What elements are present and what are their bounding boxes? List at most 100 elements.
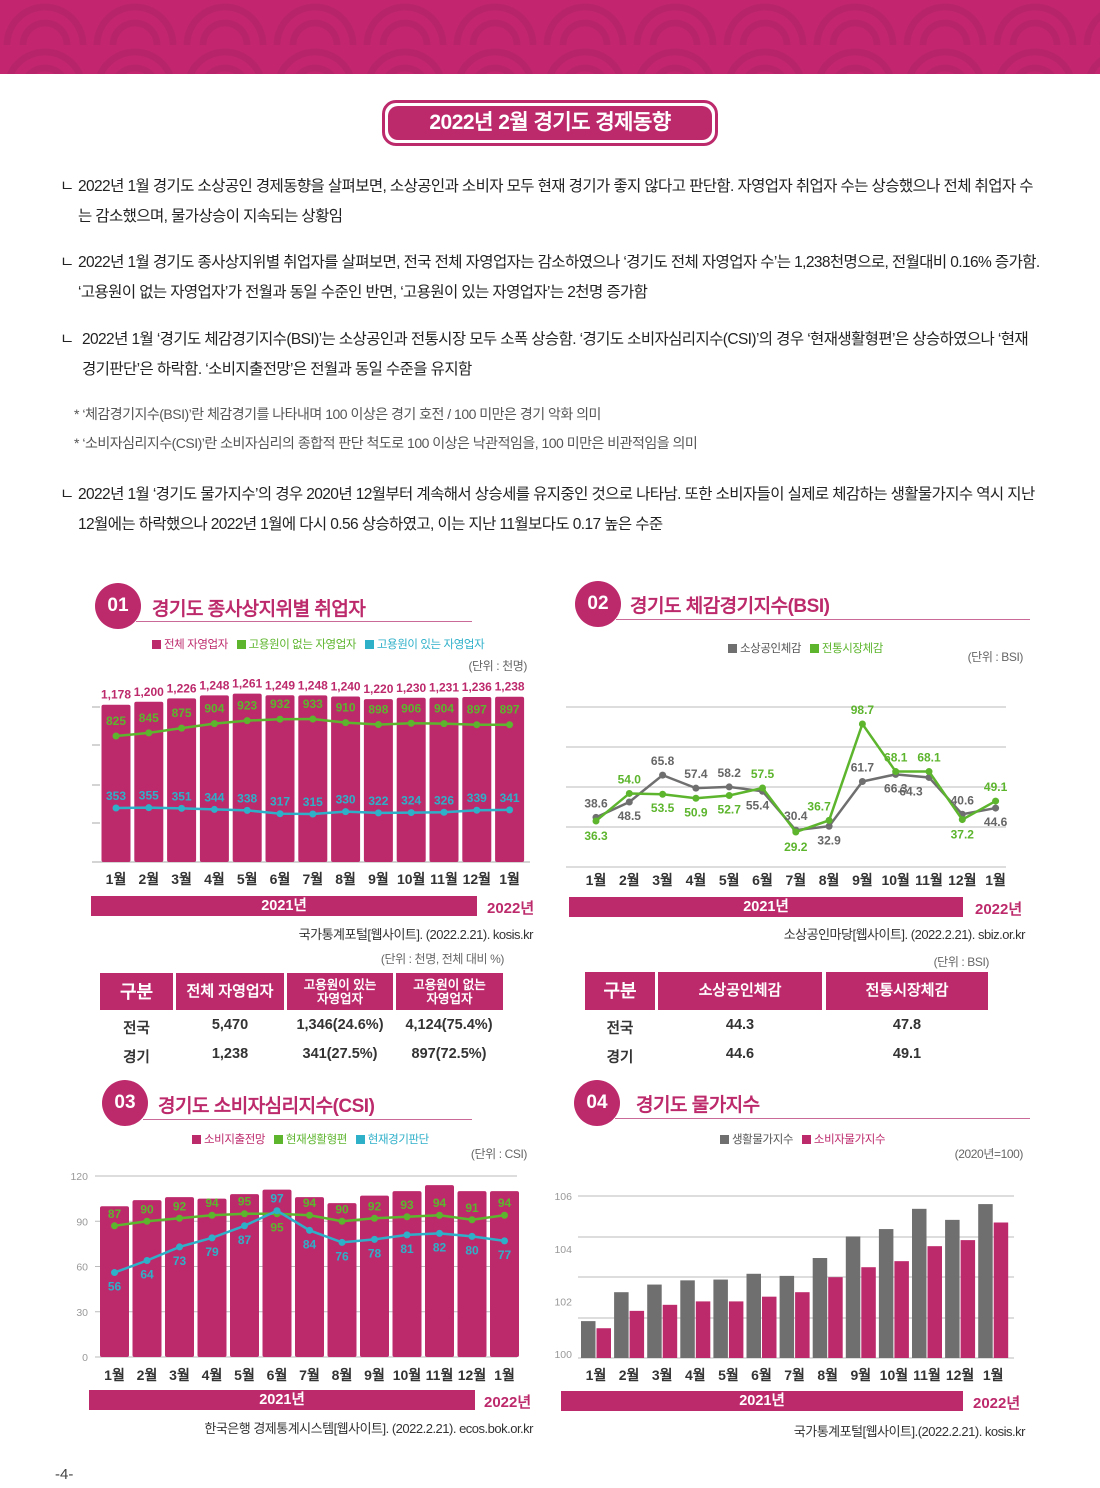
bar-total: [331, 696, 361, 862]
x-tick-label: 12월: [946, 1367, 974, 1383]
bar-consumer-price: [927, 1246, 942, 1358]
no-employee-value-label: 933: [303, 697, 323, 711]
chart-2-bsi: 38.6 48.5 65.8 57.4 58.2 55.4 30.4 32.9 61.7 66.3…: [566, 703, 1008, 888]
table-cell: 4,124(75.4%): [405, 1017, 493, 1033]
small-business-value-label: 48.5: [618, 809, 642, 823]
bar-value-label: 1,248: [298, 678, 328, 692]
legend-swatch: [720, 1135, 729, 1144]
x-tick-label: 1월: [983, 1367, 1004, 1383]
living-condition-point: [208, 1211, 216, 1219]
traditional-market-point: [858, 720, 866, 728]
no-employee-point: [243, 717, 251, 725]
bar-consumer-price: [728, 1301, 744, 1358]
x-tick-label: 4월: [202, 1367, 223, 1383]
no-employee-value-label: 910: [336, 701, 356, 715]
traditional-market-value-label: 98.7: [851, 703, 875, 717]
x-tick-label: 6월: [267, 1367, 288, 1383]
with-employee-value-label: 322: [368, 794, 388, 808]
with-employee-value-label: 317: [270, 795, 290, 809]
small-business-point: [725, 783, 733, 791]
x-tick-label: 10월: [397, 871, 425, 887]
x-tick-label: 12월: [948, 872, 976, 888]
bar-total: [298, 695, 328, 862]
economic-judgment-line: [114, 1209, 505, 1274]
table2-unit: (단위 : BSI): [933, 955, 990, 969]
small-business-line: [595, 773, 996, 832]
paragraph-text: 2022년 1월 경기도 종사상지위별 취업자를 살펴보면, 전국 전체 자영업…: [78, 254, 1040, 301]
table-cell: 전국: [606, 1021, 634, 1037]
living-condition-point: [436, 1211, 443, 1219]
section-divider: [143, 1119, 472, 1120]
section-02-title: 경기도 체감경기지수(BSI): [630, 596, 830, 617]
x-tick-label: 12월: [458, 1367, 486, 1383]
bar-total: [462, 696, 492, 862]
bar-living-price: [614, 1292, 629, 1358]
small-business-value-label: 61.7: [851, 760, 875, 774]
chart-4-price-index: 100 102 104 106 1월 2월 3월 4월 5월 6월 7월 8월 9월 10월 11월 12월 1…: [554, 1191, 1014, 1383]
no-employee-point: [342, 719, 350, 727]
with-employee-value-label: 353: [106, 789, 126, 803]
traditional-market-point: [625, 789, 633, 797]
economic-judgment-point: [111, 1269, 118, 1277]
with-employee-value-label: 351: [172, 789, 192, 803]
living-condition-value-label: 94: [205, 1196, 219, 1210]
paragraph-text: 2022년 1월 ‘경기도 체감경기지수(BSI)’는 소상공인과 전통시장 모…: [82, 331, 1029, 378]
small-business-value-label: 40.6: [951, 793, 975, 807]
bar-consumer-price: [662, 1304, 678, 1358]
table-cell: 1,346(24.6%): [296, 1017, 384, 1033]
paragraph-text: 2022년 1월 ‘경기도 물가지수’의 경우 2020년 12월부터 계속해서…: [78, 486, 1035, 533]
x-tick-label: 8월: [819, 872, 840, 888]
no-employee-point: [145, 729, 153, 737]
with-employee-point: [506, 806, 514, 814]
section-03-title: 경기도 소비자심리지수(CSI): [158, 1096, 375, 1117]
x-tick-label: 3월: [169, 1367, 190, 1383]
with-employee-value-label: 324: [401, 794, 421, 808]
year-bar-2021: 2021년: [561, 1391, 963, 1411]
x-tick-label: 12월: [463, 871, 491, 887]
x-tick-label: 11월: [426, 1367, 454, 1383]
bar-consumer-price: [596, 1328, 611, 1358]
legend-swatch: [192, 1135, 201, 1144]
paragraph-3: ㄴ 2022년 1월 ‘경기도 체감경기지수(BSI)’는 소상공인과 전통시장 …: [60, 325, 1040, 384]
bar-total: [396, 697, 426, 862]
bar-consumer-price: [861, 1267, 876, 1358]
chart4-unit: (2020년=100): [954, 1147, 1024, 1161]
with-employee-value-label: 355: [139, 789, 159, 803]
y-tick-label: 0: [82, 1352, 88, 1364]
y-tick-label: 30: [76, 1307, 88, 1319]
table-header: 고용원이 없는 자영업자: [396, 973, 503, 1010]
traditional-market-point: [659, 790, 667, 798]
small-business-value-label: 58.2: [718, 766, 742, 780]
table-header: 소상공인체감: [658, 972, 822, 1010]
traditional-market-point: [692, 794, 700, 802]
no-employee-value-label: 845: [139, 711, 159, 725]
x-tick-label: 4월: [685, 1367, 706, 1383]
living-condition-value-label: 94: [433, 1196, 447, 1210]
bar-total: [495, 696, 525, 862]
living-condition-line: [114, 1212, 505, 1228]
bullet-marker: ㄴ: [60, 486, 74, 503]
economic-judgment-point: [273, 1207, 281, 1215]
section-04-badge: 04: [574, 1080, 620, 1126]
living-condition-value-label: 90: [335, 1202, 349, 1216]
economic-judgment-value-label: 79: [205, 1245, 219, 1259]
legend-label: 소비지출전망: [204, 1134, 266, 1146]
bar-living-price: [647, 1284, 662, 1358]
traditional-market-line: [595, 721, 997, 834]
section-divider: [616, 619, 1030, 620]
x-tick-label: 5월: [237, 871, 258, 887]
bar-spending-outlook: [425, 1185, 454, 1357]
small-business-value-label: 66.3: [884, 781, 908, 795]
x-tick-label: 11월: [915, 872, 943, 888]
living-condition-point: [273, 1210, 281, 1218]
small-business-point: [692, 784, 700, 792]
x-tick-label: 2월: [619, 872, 640, 888]
traditional-market-point: [592, 817, 600, 825]
bar-total: [199, 695, 229, 862]
legend-label: 현재경기판단: [367, 1134, 429, 1146]
x-tick-label: 7월: [302, 871, 323, 887]
x-tick-label: 7월: [299, 1367, 320, 1383]
traditional-market-value-label: 36.3: [584, 829, 608, 843]
bar-living-price: [845, 1236, 861, 1358]
economic-judgment-value-label: 73: [173, 1254, 187, 1268]
